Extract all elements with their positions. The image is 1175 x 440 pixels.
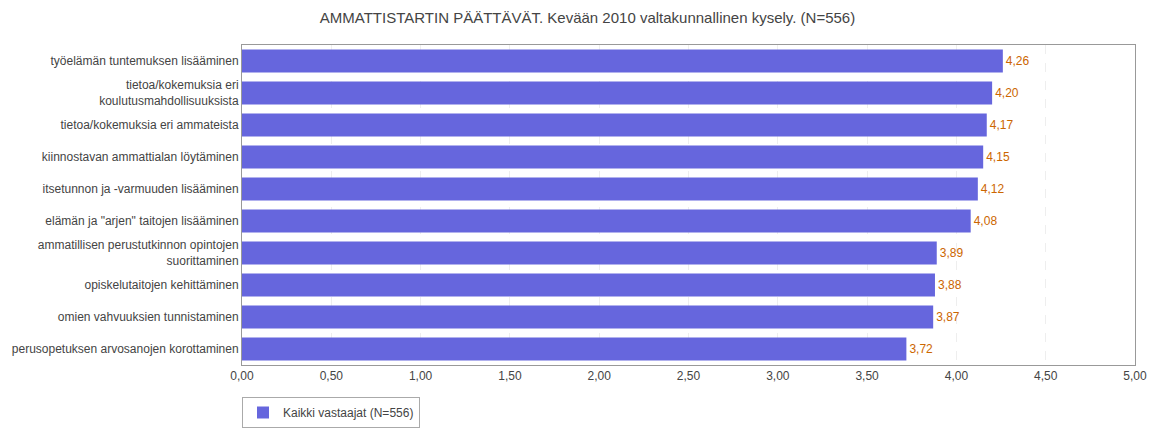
svg-text:4,20: 4,20 [995,86,1019,100]
svg-text:AMMATTISTARTIN PÄÄTTÄVÄT. Kevä: AMMATTISTARTIN PÄÄTTÄVÄT. Kevään 2010 va… [320,9,855,26]
svg-text:opiskelutaitojen kehittäminen: opiskelutaitojen kehittäminen [84,278,238,292]
svg-text:4,08: 4,08 [974,214,998,228]
svg-text:4,15: 4,15 [986,150,1010,164]
svg-text:1,50: 1,50 [498,369,522,383]
svg-text:0,50: 0,50 [320,369,344,383]
svg-text:3,72: 3,72 [909,342,933,356]
svg-text:työelämän tuntemuksen lisäämin: työelämän tuntemuksen lisääminen [50,54,238,68]
svg-text:perusopetuksen arvosanojen kor: perusopetuksen arvosanojen korottaminen [12,342,239,356]
svg-text:4,12: 4,12 [981,182,1005,196]
svg-text:3,88: 3,88 [938,278,962,292]
svg-text:3,50: 3,50 [855,369,879,383]
svg-text:elämän ja "arjen" taitojen lis: elämän ja "arjen" taitojen lisääminen [45,214,238,228]
svg-text:0,00: 0,00 [230,369,254,383]
svg-text:1,00: 1,00 [409,369,433,383]
svg-text:2,00: 2,00 [588,369,612,383]
svg-text:3,00: 3,00 [766,369,790,383]
svg-text:5,00: 5,00 [1123,369,1147,383]
svg-text:4,00: 4,00 [945,369,969,383]
svg-text:4,26: 4,26 [1006,54,1030,68]
svg-text:tietoa/kokemuksia erikoulutusm: tietoa/kokemuksia erikoulutusmahdollisuu… [99,78,239,108]
svg-text:omien vahvuuksien tunnistamine: omien vahvuuksien tunnistaminen [58,310,239,324]
svg-text:4,17: 4,17 [990,118,1014,132]
svg-text:2,50: 2,50 [677,369,701,383]
svg-text:4,50: 4,50 [1034,369,1058,383]
svg-text:tietoa/kokemuksia eri ammateis: tietoa/kokemuksia eri ammateista [61,118,239,132]
svg-text:Kaikki vastaajat (N=556): Kaikki vastaajat (N=556) [283,406,413,420]
svg-text:kiinnostavan ammattialan löytä: kiinnostavan ammattialan löytäminen [42,150,239,164]
svg-text:ammatillisen perustutkinnon op: ammatillisen perustutkinnon opintojensuo… [38,238,239,268]
svg-text:3,87: 3,87 [936,310,960,324]
svg-text:3,89: 3,89 [940,246,964,260]
svg-text:itsetunnon ja -varmuuden lisää: itsetunnon ja -varmuuden lisääminen [42,182,238,196]
